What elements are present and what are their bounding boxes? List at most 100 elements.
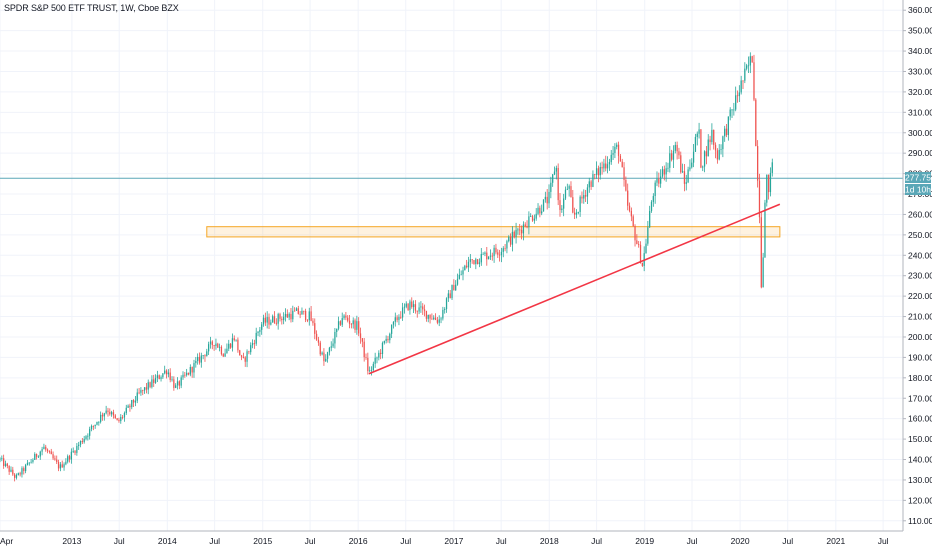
candle xyxy=(414,300,417,314)
y-tick-label: 250.00 xyxy=(908,230,932,240)
candle xyxy=(23,466,25,475)
candle-body xyxy=(672,150,675,160)
y-axis-panel[interactable] xyxy=(903,0,932,550)
candle-body xyxy=(431,318,433,320)
candle xyxy=(319,340,321,357)
candle-body xyxy=(508,236,510,242)
candle-body xyxy=(215,343,217,346)
candle-body xyxy=(493,247,495,257)
candle-body xyxy=(713,129,715,145)
candle xyxy=(350,323,353,329)
candle xyxy=(425,310,428,322)
candle-body xyxy=(198,356,201,363)
candle-body xyxy=(539,207,541,214)
candle xyxy=(112,409,115,419)
candle-body xyxy=(612,153,614,155)
trendline[interactable] xyxy=(368,203,781,375)
candle-body xyxy=(207,344,210,352)
candle xyxy=(617,141,620,164)
candle xyxy=(381,341,384,359)
candle-body xyxy=(224,353,226,357)
candle xyxy=(445,297,448,313)
candle xyxy=(683,164,686,192)
candle-body xyxy=(268,317,270,325)
candle-body xyxy=(242,357,245,358)
candle-body xyxy=(460,274,462,276)
candle-body xyxy=(347,317,349,321)
candle-body xyxy=(638,244,640,245)
candle xyxy=(630,207,633,222)
candle xyxy=(101,412,104,421)
candle-body xyxy=(766,174,768,203)
candle-body xyxy=(233,338,235,341)
candle-body xyxy=(284,313,287,317)
candle xyxy=(41,446,43,456)
candle-body xyxy=(390,324,393,334)
candle xyxy=(680,151,682,174)
candle xyxy=(334,328,336,349)
candle-body xyxy=(758,180,761,218)
candle xyxy=(3,454,5,469)
x-tick-label: 2021 xyxy=(826,536,845,546)
candle xyxy=(495,243,497,255)
candle xyxy=(522,221,525,241)
candle-body xyxy=(497,252,499,255)
candle xyxy=(660,169,662,188)
candle-body xyxy=(714,144,717,151)
candle xyxy=(440,316,442,324)
candle-body xyxy=(195,360,197,364)
candle-body xyxy=(345,315,347,318)
candle-body xyxy=(248,351,250,353)
candle-body xyxy=(608,162,611,165)
candle-body xyxy=(674,144,676,151)
candle xyxy=(431,313,433,320)
candle-body xyxy=(762,257,764,288)
candle xyxy=(132,399,135,407)
candle xyxy=(764,199,766,258)
candle-body xyxy=(359,333,362,339)
y-tick-label: 260.00 xyxy=(908,209,932,219)
candle-body xyxy=(48,451,51,452)
candle xyxy=(447,289,450,302)
candle-body xyxy=(81,441,83,443)
candle xyxy=(497,249,499,259)
candle-body xyxy=(632,216,634,227)
candle xyxy=(61,460,63,468)
candle xyxy=(411,297,413,309)
x-axis-panel[interactable] xyxy=(0,531,932,550)
candle-body xyxy=(601,167,603,169)
candle-body xyxy=(110,412,113,415)
candle xyxy=(193,359,195,378)
candle xyxy=(284,308,287,322)
support-zone[interactable] xyxy=(206,226,781,238)
candle xyxy=(358,317,360,337)
candle-body xyxy=(520,229,523,234)
candle xyxy=(729,107,731,121)
candle-body xyxy=(411,301,413,308)
candle xyxy=(246,349,248,368)
candle xyxy=(233,335,235,342)
candle xyxy=(449,290,451,299)
y-tick-label: 180.00 xyxy=(908,373,932,383)
candle-body xyxy=(634,226,636,241)
candle xyxy=(557,163,559,206)
zone-layer xyxy=(0,177,903,238)
candle xyxy=(314,318,316,340)
candle xyxy=(54,455,56,461)
candle xyxy=(597,165,600,183)
y-tick-label: 360.00 xyxy=(908,5,932,15)
candle xyxy=(751,55,753,63)
candle-body xyxy=(85,436,87,439)
candle-body xyxy=(204,355,206,357)
candle-body xyxy=(736,95,739,97)
candle-body xyxy=(292,310,294,320)
candle-body xyxy=(180,377,182,386)
candle-body xyxy=(486,252,488,260)
candle xyxy=(237,337,239,353)
y-tick-label: 130.00 xyxy=(908,475,932,485)
candle-body xyxy=(244,357,246,362)
candle xyxy=(733,102,735,116)
